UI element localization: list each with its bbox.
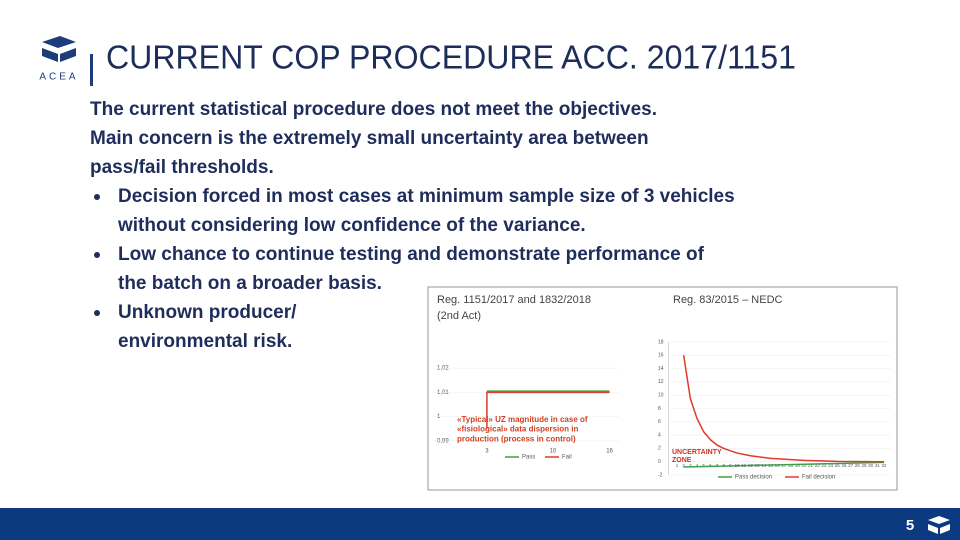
y-tick-label: 2 (658, 446, 661, 452)
bullet (94, 310, 100, 316)
body-line: The current statistical procedure does n… (90, 99, 657, 120)
x-tick-label: 21 (808, 463, 814, 468)
x-tick-label: 26 (841, 463, 847, 468)
x-tick-label: 3 (485, 449, 489, 455)
body-line: Decision forced in most cases at minimum… (118, 186, 735, 207)
y-tick-label: 4 (658, 432, 661, 438)
y-tick-label: -2 (658, 472, 663, 478)
x-tick-label: 29 (861, 463, 867, 468)
y-tick-label: 1,01 (437, 390, 449, 396)
body-line: pass/fail thresholds. (90, 157, 274, 178)
annotation: «Typical» UZ magnitude in case of (457, 415, 588, 424)
legend-label: Fail (562, 455, 572, 461)
x-tick-label: 20 (801, 463, 807, 468)
x-tick-label: 32 (882, 463, 888, 468)
x-tick-label: 31 (875, 463, 881, 468)
series-line (683, 461, 885, 468)
annotation: «fisiological» data dispersion in (457, 425, 578, 434)
y-tick-label: 8 (658, 406, 661, 412)
bullet (94, 194, 100, 200)
logo-icon (42, 36, 76, 62)
legend-label: Pass decision (735, 475, 772, 481)
y-tick-label: 1,02 (437, 366, 449, 372)
x-tick-label: 25 (835, 463, 841, 468)
annotation: ZONE (672, 457, 692, 464)
x-tick-label: 27 (848, 463, 854, 468)
page-number: 5 (906, 517, 914, 534)
body-line: Low chance to continue testing and demon… (118, 244, 705, 265)
bullet (94, 252, 100, 258)
body-line: the batch on a broader basis. (118, 273, 382, 294)
x-tick-label: 4 (696, 463, 699, 468)
y-tick-label: 14 (658, 366, 664, 372)
legend-label: Pass (522, 455, 535, 461)
body-line: without considering low confidence of th… (117, 215, 586, 236)
logo-text: ACEA (39, 72, 78, 83)
y-tick-label: 6 (658, 419, 661, 425)
x-tick-label: 23 (821, 463, 827, 468)
figure-frame (427, 286, 898, 491)
panel-title: Reg. 83/2015 – NEDC (673, 294, 783, 306)
title-divider (90, 54, 93, 86)
x-tick-label: 18 (788, 463, 794, 468)
body-line: Main concern is the extremely small unce… (90, 128, 649, 149)
y-tick-label: 12 (658, 379, 664, 385)
x-tick-label: 17 (781, 463, 787, 468)
y-tick-label: 16 (658, 353, 664, 359)
panel-subtitle: (2nd Act) (437, 310, 481, 322)
slide-title: CURRENT COP PROCEDURE ACC. 2017/1151 (106, 39, 796, 76)
y-tick-label: 0 (658, 459, 661, 465)
y-tick-label: 18 (658, 339, 664, 345)
x-tick-label: 19 (795, 463, 801, 468)
x-tick-label: 5 (702, 463, 705, 468)
y-tick-label: 10 (658, 393, 664, 399)
x-tick-label: 30 (868, 463, 874, 468)
y-tick-label: 1 (437, 414, 441, 420)
body-line: Unknown producer/ (118, 302, 297, 323)
body-line: environmental risk. (118, 331, 292, 352)
panel-title: Reg. 1151/2017 and 1832/2018 (437, 294, 591, 306)
footer-logo (928, 516, 950, 534)
footer-bar (0, 508, 960, 540)
annotation: UNCERTAINTY (672, 449, 722, 456)
x-tick-label: 24 (828, 463, 834, 468)
x-tick-label: 2 (682, 463, 685, 468)
legend-label: Fail decision (802, 475, 835, 481)
x-tick-label: 16 (775, 463, 781, 468)
x-tick-label: 10 (550, 449, 557, 455)
x-tick-label: 22 (815, 463, 821, 468)
series-line (486, 391, 610, 429)
annotation: production (process in control) (457, 434, 576, 443)
y-tick-label: 0,99 (437, 438, 449, 444)
x-tick-label: 3 (689, 463, 692, 468)
x-tick-label: 28 (855, 463, 861, 468)
x-tick-label: 1 (676, 463, 679, 468)
x-tick-label: 16 (606, 449, 613, 455)
series-line (682, 355, 885, 463)
